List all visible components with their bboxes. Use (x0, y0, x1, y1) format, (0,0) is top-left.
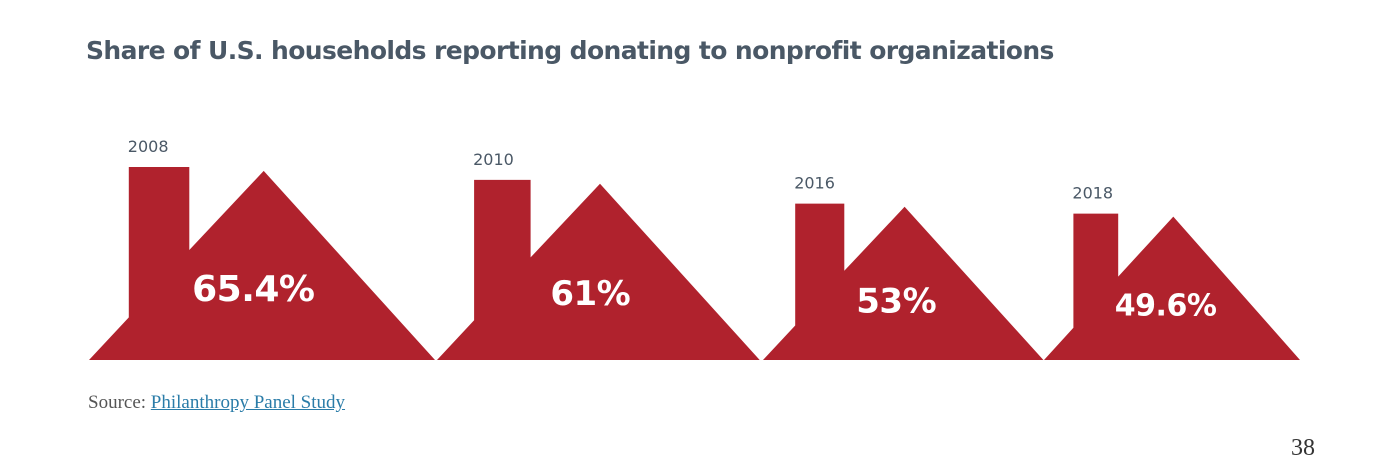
value-label-2018: 49.6% (1115, 288, 1217, 323)
year-label-2008: 2008 (128, 137, 169, 156)
value-label-2008: 65.4% (192, 269, 314, 310)
house-bar-2010 (437, 179, 760, 360)
source-note: Source: Philanthropy Panel Study (88, 392, 345, 414)
value-label-2016: 53% (856, 281, 936, 321)
year-label-2016: 2016 (794, 174, 835, 193)
source-link[interactable]: Philanthropy Panel Study (150, 392, 346, 413)
house-bar-2016 (763, 203, 1044, 360)
year-label-2010: 2010 (473, 150, 514, 169)
house-bar-2008 (89, 167, 435, 360)
house-bar-2018 (1044, 213, 1300, 360)
value-label-2010: 61% (550, 274, 630, 314)
year-label-2018: 2018 (1072, 184, 1113, 203)
page-number: 38 (1291, 435, 1315, 456)
chart-title: Share of U.S. households reporting donat… (86, 36, 1054, 65)
house-chart: 2008 65.4% 2010 61% 2016 53% 2018 49.6% (89, 137, 1300, 360)
source-prefix: Source: (88, 392, 147, 413)
